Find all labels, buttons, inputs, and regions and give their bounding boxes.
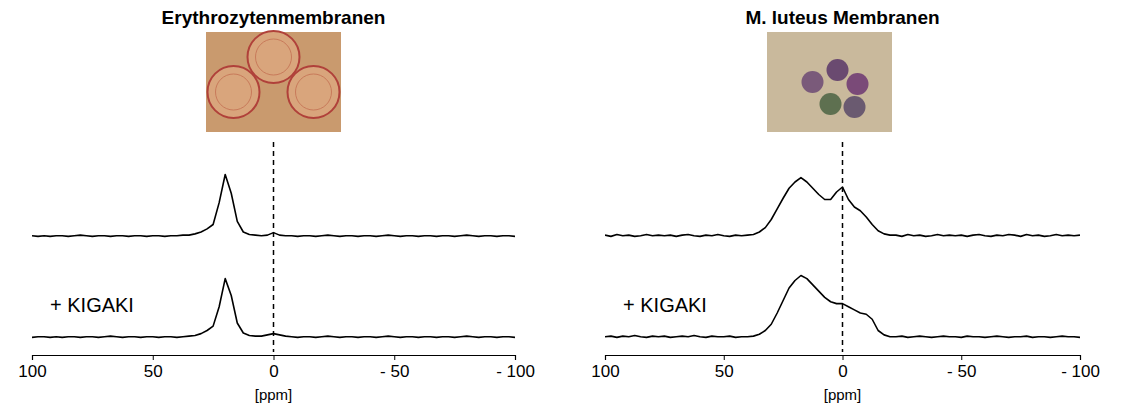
tick-label: 50	[715, 362, 734, 381]
panel: M. luteus Membranen + KIGAKI 100 50 0 - 50 - 1…	[591, 7, 1100, 403]
cell	[820, 93, 842, 115]
tick: 100	[18, 355, 46, 381]
tick-label: - 100	[1061, 362, 1100, 381]
cell	[827, 59, 849, 81]
cell-inner	[216, 74, 252, 110]
tick: 50	[715, 355, 734, 381]
x-axis: 100 50 0 - 50 - 100	[591, 355, 1100, 381]
tick: 100	[591, 355, 619, 381]
x-axis: 100 50 0 - 50 - 100	[18, 355, 535, 381]
photo-background	[767, 32, 892, 132]
cell-inner	[256, 39, 292, 75]
tick: - 50	[947, 355, 976, 381]
tick-mark	[153, 355, 154, 360]
tick: - 50	[380, 355, 409, 381]
plot-area	[605, 178, 1080, 338]
micrograph	[206, 31, 341, 132]
tick: 50	[144, 355, 163, 381]
cell	[248, 31, 300, 83]
tick-label: - 100	[496, 362, 535, 381]
tick: - 100	[496, 355, 535, 381]
cell-inner	[296, 74, 332, 110]
tick-mark	[515, 355, 516, 360]
tick-label: - 50	[380, 362, 409, 381]
photo-background	[206, 32, 341, 132]
tick-mark	[274, 355, 275, 360]
axis-line	[606, 356, 1081, 361]
tick-label: 100	[18, 362, 46, 381]
cell	[844, 96, 866, 118]
cell	[847, 73, 869, 95]
panel: Erythrozytenmembranen + KIGAKI 100 50 0 - 50 -…	[18, 7, 535, 403]
x-axis-title: [ppm]	[824, 386, 862, 403]
spectrum	[605, 276, 1080, 338]
reference-line	[273, 142, 275, 352]
x-axis-title: [ppm]	[255, 386, 293, 403]
cell	[802, 71, 824, 93]
tick-mark	[605, 355, 606, 360]
tick-label: - 50	[947, 362, 976, 381]
tick-mark	[961, 355, 962, 360]
reference-line	[842, 142, 844, 352]
series-label: + KIGAKI	[50, 294, 134, 316]
plot-area	[32, 175, 515, 338]
tick-mark	[724, 355, 725, 360]
tick: - 100	[1061, 355, 1100, 381]
tick-mark	[32, 355, 33, 360]
panel-title: Erythrozytenmembranen	[162, 7, 386, 28]
cell	[288, 66, 340, 118]
spectrum	[32, 279, 515, 338]
figure: Erythrozytenmembranen + KIGAKI 100 50 0 - 50 -…	[0, 0, 1123, 407]
tick-mark	[843, 355, 844, 360]
tick-label: 0	[838, 362, 847, 381]
spectrum	[32, 175, 515, 237]
tick-label: 100	[591, 362, 619, 381]
tick: 0	[269, 355, 278, 381]
panel-title: M. luteus Membranen	[745, 7, 939, 28]
tick: 0	[838, 355, 847, 381]
spectrum	[605, 178, 1080, 237]
series-label: + KIGAKI	[623, 294, 707, 316]
tick-label: 50	[144, 362, 163, 381]
micrograph	[767, 32, 892, 132]
axis-line	[33, 356, 516, 361]
tick-mark	[394, 355, 395, 360]
tick-mark	[1080, 355, 1081, 360]
cell	[208, 66, 260, 118]
tick-label: 0	[269, 362, 278, 381]
